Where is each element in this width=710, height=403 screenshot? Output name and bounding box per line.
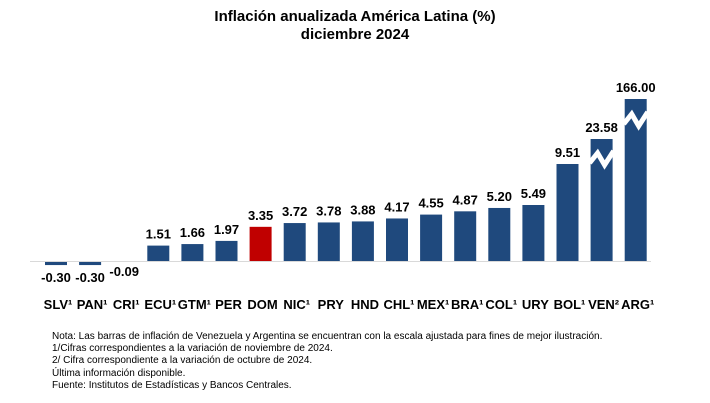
category-label: BRA¹: [451, 297, 484, 312]
bar-slv: [45, 262, 67, 266]
value-label: 3.35: [248, 208, 273, 223]
value-label: -0.30: [41, 270, 71, 285]
value-label: 3.88: [350, 202, 375, 217]
value-label: 4.55: [418, 196, 443, 211]
bar-per: [215, 240, 238, 261]
bar-nic: [283, 223, 306, 261]
bar-gtm: [181, 244, 204, 261]
value-label: 166.00: [616, 80, 656, 95]
chart-notes: Nota: Las barras de inflación de Venezue…: [52, 331, 602, 392]
bar-arg: [624, 99, 647, 261]
note-line: 2/ Cifra correspondiente a la variación …: [52, 355, 313, 367]
bar-pan: [79, 262, 102, 266]
value-label: 1.97: [214, 222, 239, 237]
bar-hnd: [351, 221, 374, 261]
value-label: 1.51: [146, 227, 171, 242]
value-label: 1.66: [180, 225, 205, 240]
category-label: SLV¹: [44, 297, 73, 312]
category-label: NIC¹: [283, 297, 310, 312]
category-label: CHL¹: [383, 297, 414, 312]
bar-chl: [386, 218, 408, 261]
value-label: 3.78: [316, 203, 341, 218]
bar-bra: [454, 211, 477, 261]
note-line: Fuente: Institutos de Estadísticas y Ban…: [52, 379, 292, 391]
scale-break-icon: [621, 109, 650, 131]
bar-ecu: [147, 245, 170, 261]
chart-subtitle: diciembre 2024: [300, 26, 410, 43]
bar-ven: [590, 139, 613, 261]
bar-pry: [317, 222, 340, 261]
category-label: HND: [351, 297, 379, 312]
category-label: BOL¹: [554, 297, 586, 312]
chart-title: Inflación anualizada América Latina (%): [214, 8, 496, 25]
value-label: 3.72: [282, 204, 307, 219]
category-label: PAN¹: [77, 297, 108, 312]
bar-dom: [249, 226, 272, 261]
bar-mex: [420, 214, 443, 261]
category-label: GTM¹: [178, 297, 211, 312]
category-label: CRI¹: [113, 297, 140, 312]
value-label: 9.51: [555, 145, 580, 160]
note-line: 1/Cifras correspondientes a la variación…: [52, 343, 333, 355]
category-label: ARG¹: [621, 297, 654, 312]
value-label: 4.87: [453, 192, 478, 207]
category-label: URY: [522, 297, 549, 312]
bar-bol: [556, 163, 579, 261]
value-label: -0.09: [109, 264, 139, 279]
category-label: ECU¹: [144, 297, 176, 312]
category-label: DOM: [247, 297, 277, 312]
category-label: PRY: [318, 297, 345, 312]
category-label: COL¹: [485, 297, 517, 312]
value-label: 4.17: [384, 199, 409, 214]
scale-break-icon: [587, 148, 616, 170]
value-label: -0.30: [75, 270, 105, 285]
note-line: Nota: Las barras de inflación de Venezue…: [52, 331, 603, 342]
bar-col: [488, 207, 511, 261]
bar-ury: [522, 205, 545, 261]
value-label: 5.20: [487, 189, 512, 204]
category-label: VEN²: [588, 297, 620, 312]
category-label: MEX¹: [417, 297, 450, 312]
note-line: Última información disponible.: [52, 367, 186, 379]
value-label: 23.58: [585, 120, 618, 135]
category-label: PER: [215, 297, 242, 312]
value-label: 5.49: [521, 186, 546, 201]
